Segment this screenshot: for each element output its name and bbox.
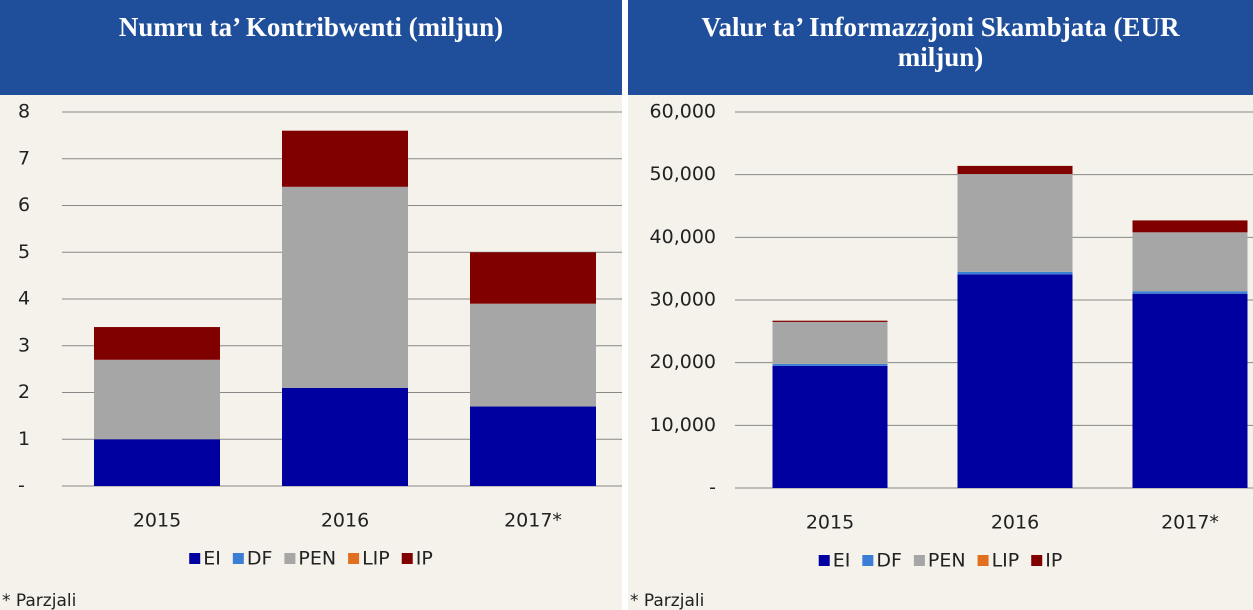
x-tick-label: 2015 <box>133 510 181 532</box>
y-tick-label: 10,000 <box>650 414 716 436</box>
footnote: * Parzjali <box>630 591 704 610</box>
legend: EI DF PEN LIP IP <box>189 548 433 570</box>
legend-swatch <box>401 553 413 564</box>
legend-label: LIP <box>362 548 390 570</box>
legend-label: IP <box>416 548 433 570</box>
y-tick-label: 6 <box>18 194 30 216</box>
chart-title: Numru ta’ Kontribwenti (miljun) <box>0 0 622 95</box>
bar-segment <box>282 387 408 486</box>
bar-segment <box>1132 291 1248 294</box>
bar-segment <box>282 186 408 388</box>
legend-swatch <box>348 553 360 564</box>
legend-label: DF <box>876 550 902 572</box>
x-tick-label: 2017* <box>1161 512 1219 534</box>
legend-swatch <box>189 553 201 564</box>
legend-swatch <box>1031 555 1043 566</box>
y-tick-label: 7 <box>18 147 30 169</box>
y-tick-label: 40,000 <box>650 226 716 248</box>
legend-swatch <box>977 555 989 566</box>
y-tick-label: 3 <box>18 334 30 356</box>
legend-label: EI <box>203 548 221 570</box>
bar-segment <box>282 130 408 187</box>
y-tick-label: 4 <box>18 288 30 310</box>
bar-segment <box>772 321 888 364</box>
bar-segment <box>94 359 220 440</box>
chart: - 1 2 3 4 5 6 7 8 2015 2016 2017* EI DF PEN LIP IP * Parz… <box>0 95 622 610</box>
legend-swatch <box>913 555 925 566</box>
bar-segment <box>1132 220 1248 233</box>
bar-segment <box>470 252 596 304</box>
legend-label: PEN <box>298 548 336 570</box>
bar-segment <box>957 274 1073 488</box>
footnote: * Parzjali <box>2 591 76 610</box>
bar-segment <box>957 165 1073 175</box>
bar-segment <box>1132 232 1248 292</box>
legend-swatch <box>284 553 296 564</box>
y-tick-label: 50,000 <box>650 163 716 185</box>
y-tick-label: - <box>18 475 25 497</box>
legend-label: PEN <box>928 550 966 572</box>
x-tick-label: 2016 <box>991 512 1039 534</box>
y-tick-label: - <box>709 477 716 499</box>
panel: Numru ta’ Kontribwenti (miljun) - 1 2 3 4 5 6 7… <box>0 0 622 610</box>
legend: EI DF PEN LIP IP <box>818 550 1062 572</box>
legend-label: EI <box>833 550 851 572</box>
legend-label: LIP <box>992 550 1020 572</box>
panel: Valur ta’ Informazzjoni Skambjata (EUR m… <box>628 0 1253 610</box>
bar-segment <box>772 363 888 366</box>
x-tick-label: 2017* <box>504 510 562 532</box>
legend-label: DF <box>247 548 273 570</box>
chart: - 10,000 20,000 30,000 40,000 50,000 60,000 201… <box>628 95 1253 610</box>
y-tick-label: 60,000 <box>650 101 716 123</box>
y-tick-label: 8 <box>18 101 30 123</box>
bar-segment <box>1132 293 1248 488</box>
y-tick-label: 2 <box>18 381 30 403</box>
bar-segment <box>470 303 596 407</box>
y-tick-label: 20,000 <box>650 351 716 373</box>
bar-segment <box>94 439 220 486</box>
y-tick-label: 30,000 <box>650 289 716 311</box>
bar-segment <box>957 271 1073 275</box>
bar-segment <box>94 327 220 360</box>
bar-segment <box>772 320 888 322</box>
bar-segment <box>957 174 1073 272</box>
bar-segment <box>772 365 888 488</box>
legend-swatch <box>232 553 244 564</box>
x-tick-label: 2015 <box>806 512 854 534</box>
legend-swatch <box>862 555 874 566</box>
x-tick-label: 2016 <box>321 510 369 532</box>
legend-label: IP <box>1045 550 1062 572</box>
bar-segment <box>470 406 596 486</box>
chart-title: Valur ta’ Informazzjoni Skambjata (EUR m… <box>628 0 1253 95</box>
y-tick-label: 1 <box>18 428 30 450</box>
y-tick-label: 5 <box>18 241 30 263</box>
legend-swatch <box>818 555 830 566</box>
